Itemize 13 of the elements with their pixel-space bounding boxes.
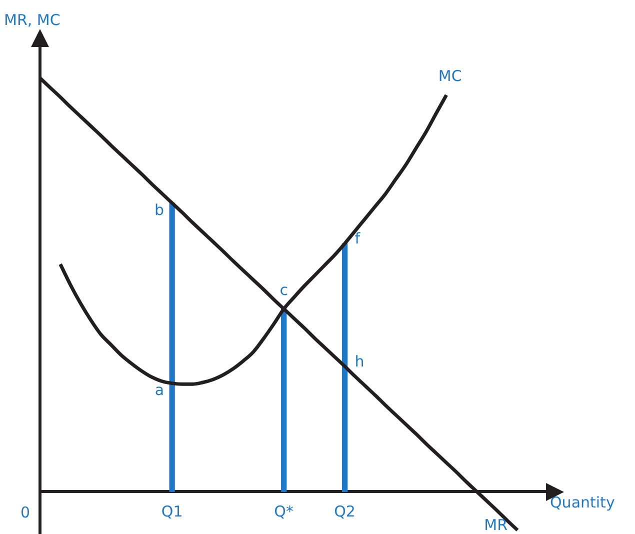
- annotation: f: [354, 229, 361, 248]
- x-tick-label: Q2: [334, 502, 356, 521]
- annotation: b: [154, 200, 164, 219]
- annotation: h: [354, 352, 364, 370]
- y-axis-title: MR, MC: [4, 10, 60, 29]
- series-label: MR: [484, 516, 508, 534]
- x-tick-label: Q1: [161, 502, 183, 521]
- x-axis-title: Quantity: [550, 494, 615, 512]
- annotation: c: [280, 280, 288, 299]
- text: 0: [20, 504, 30, 522]
- annotation: a: [154, 381, 164, 400]
- x-tick-label: Q*: [274, 502, 294, 521]
- series-label: MC: [438, 66, 462, 85]
